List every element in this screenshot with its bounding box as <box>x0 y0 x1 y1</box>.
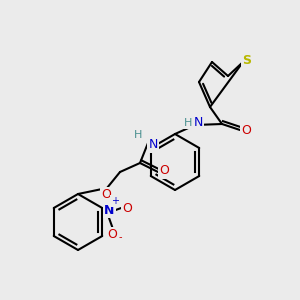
Text: N: N <box>104 203 114 217</box>
Text: H: H <box>184 118 192 128</box>
Text: O: O <box>159 164 169 178</box>
Text: O: O <box>241 124 251 136</box>
Text: S: S <box>242 55 251 68</box>
Text: O: O <box>101 188 111 202</box>
Text: N: N <box>193 116 203 130</box>
Text: O: O <box>122 202 132 214</box>
Text: H: H <box>134 130 142 140</box>
Text: N: N <box>148 139 158 152</box>
Text: +: + <box>111 196 119 206</box>
Text: -: - <box>118 232 122 242</box>
Text: O: O <box>107 229 117 242</box>
